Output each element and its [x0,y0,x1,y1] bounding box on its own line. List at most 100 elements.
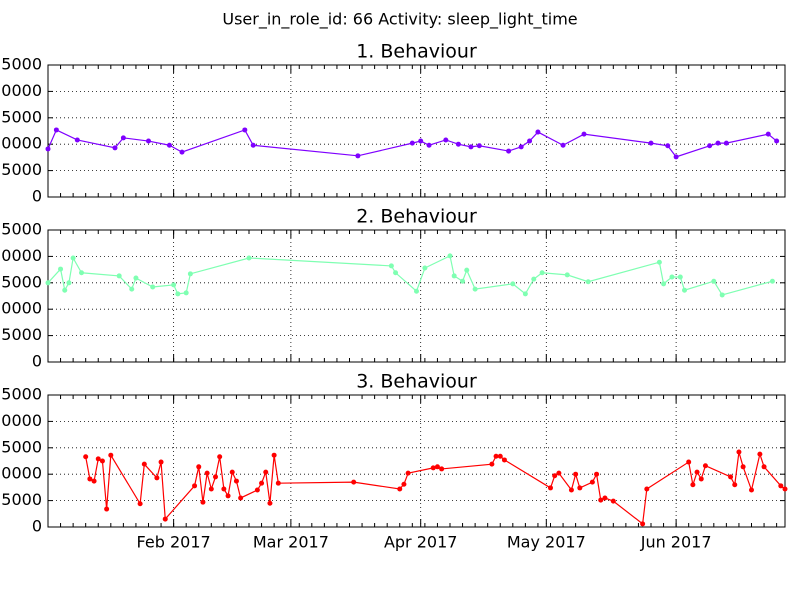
data-point [443,137,449,143]
x-tick-label: Apr 2017 [384,533,457,552]
data-point [598,497,604,503]
data-point [62,287,68,293]
data-point [141,461,147,467]
data-point [468,144,474,150]
data-point [229,469,235,475]
data-point [518,144,524,150]
y-tick-label: 5000 [1,325,42,344]
data-point [133,275,139,281]
data-point [196,464,202,470]
data-point [648,140,654,146]
data-point [250,142,256,148]
x-tick-label: Feb 2017 [137,533,211,552]
data-point [719,292,725,298]
data-point [560,142,566,148]
data-point [698,476,704,482]
data-point [531,276,537,282]
data-point [535,129,541,135]
data-point [522,291,528,297]
data-point [640,521,646,527]
data-point [233,478,239,484]
subplot-title: 2. Behaviour [356,206,477,228]
data-point [137,501,143,507]
data-point [455,141,461,147]
y-tick-label: 10000 [0,464,42,483]
x-tick-label: Jun 2017 [640,533,712,552]
data-point [171,282,177,288]
x-tick-label: May 2017 [507,533,586,552]
data-point [430,465,436,471]
data-point [577,485,583,491]
y-tick-label: 15000 [0,272,42,291]
data-point [460,278,466,284]
data-point [602,495,608,501]
axes-frame [47,394,786,528]
data-point [150,284,156,290]
data-point [589,479,595,485]
data-point [91,478,97,484]
data-point [694,469,700,475]
y-tick-label: 15000 [0,107,42,126]
data-point [217,454,223,460]
data-point [568,487,574,493]
y-tick-label: 10000 [0,134,42,153]
data-point [669,274,675,280]
data-point [556,470,562,476]
data-point [192,483,198,489]
axes-frame [47,64,786,198]
y-tick-label: 0 [32,517,42,536]
data-point [414,288,419,294]
data-point [501,457,507,463]
data-point [472,286,478,292]
y-tick-label: 0 [32,352,42,371]
y-tick-label: 20000 [0,81,42,100]
data-point [187,271,193,277]
data-point [439,466,445,472]
data-point [221,486,227,492]
data-point [99,458,105,464]
data-point [225,493,231,499]
data-point [573,471,579,477]
data-point [267,500,273,506]
y-tick-label: 20000 [0,411,42,430]
data-point [690,482,696,488]
data-point [769,278,775,284]
data-point [70,255,76,261]
y-tick-label: 15000 [0,437,42,456]
data-point [87,476,93,482]
data-point [778,483,784,489]
data-point [686,459,692,465]
data-point [263,469,269,475]
data-point [53,127,59,133]
data-point [732,482,738,488]
data-point [158,459,164,465]
series-line [47,254,773,296]
data-point [497,453,503,459]
data-point [506,148,512,154]
data-point [246,255,252,261]
data-point [610,498,616,504]
data-point [682,287,687,293]
figure-title: User_in_role_id: 66 Activity: sleep_ligh… [222,10,577,30]
data-point [581,131,587,137]
data-point [397,486,403,492]
y-tick-label: 20000 [0,246,42,265]
data-point [154,475,160,481]
data-point [271,452,277,458]
data-point [711,278,717,284]
data-point [146,138,151,144]
data-point [464,267,470,273]
data-point [275,480,281,486]
data-point [355,153,361,159]
data-point [418,138,424,144]
data-point [401,481,407,487]
data-point [782,486,788,492]
data-point [58,266,64,272]
data-point [83,454,89,460]
data-point [548,485,553,491]
data-point [564,272,570,278]
data-point [95,456,101,462]
data-point [129,286,135,292]
data-point [422,265,428,271]
data-point [351,479,357,485]
